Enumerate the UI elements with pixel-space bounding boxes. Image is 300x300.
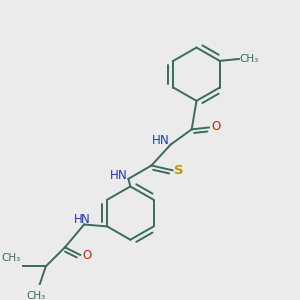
Text: O: O	[212, 120, 221, 133]
Text: H: H	[152, 134, 161, 147]
Text: N: N	[81, 213, 90, 226]
Text: N: N	[160, 134, 169, 147]
Text: H: H	[110, 169, 119, 182]
Text: S: S	[174, 164, 184, 177]
Text: O: O	[82, 249, 92, 262]
Text: H: H	[74, 213, 82, 226]
Text: CH₃: CH₃	[2, 253, 21, 262]
Text: CH₃: CH₃	[240, 54, 259, 64]
Text: CH₃: CH₃	[27, 291, 46, 300]
Text: N: N	[118, 169, 127, 182]
